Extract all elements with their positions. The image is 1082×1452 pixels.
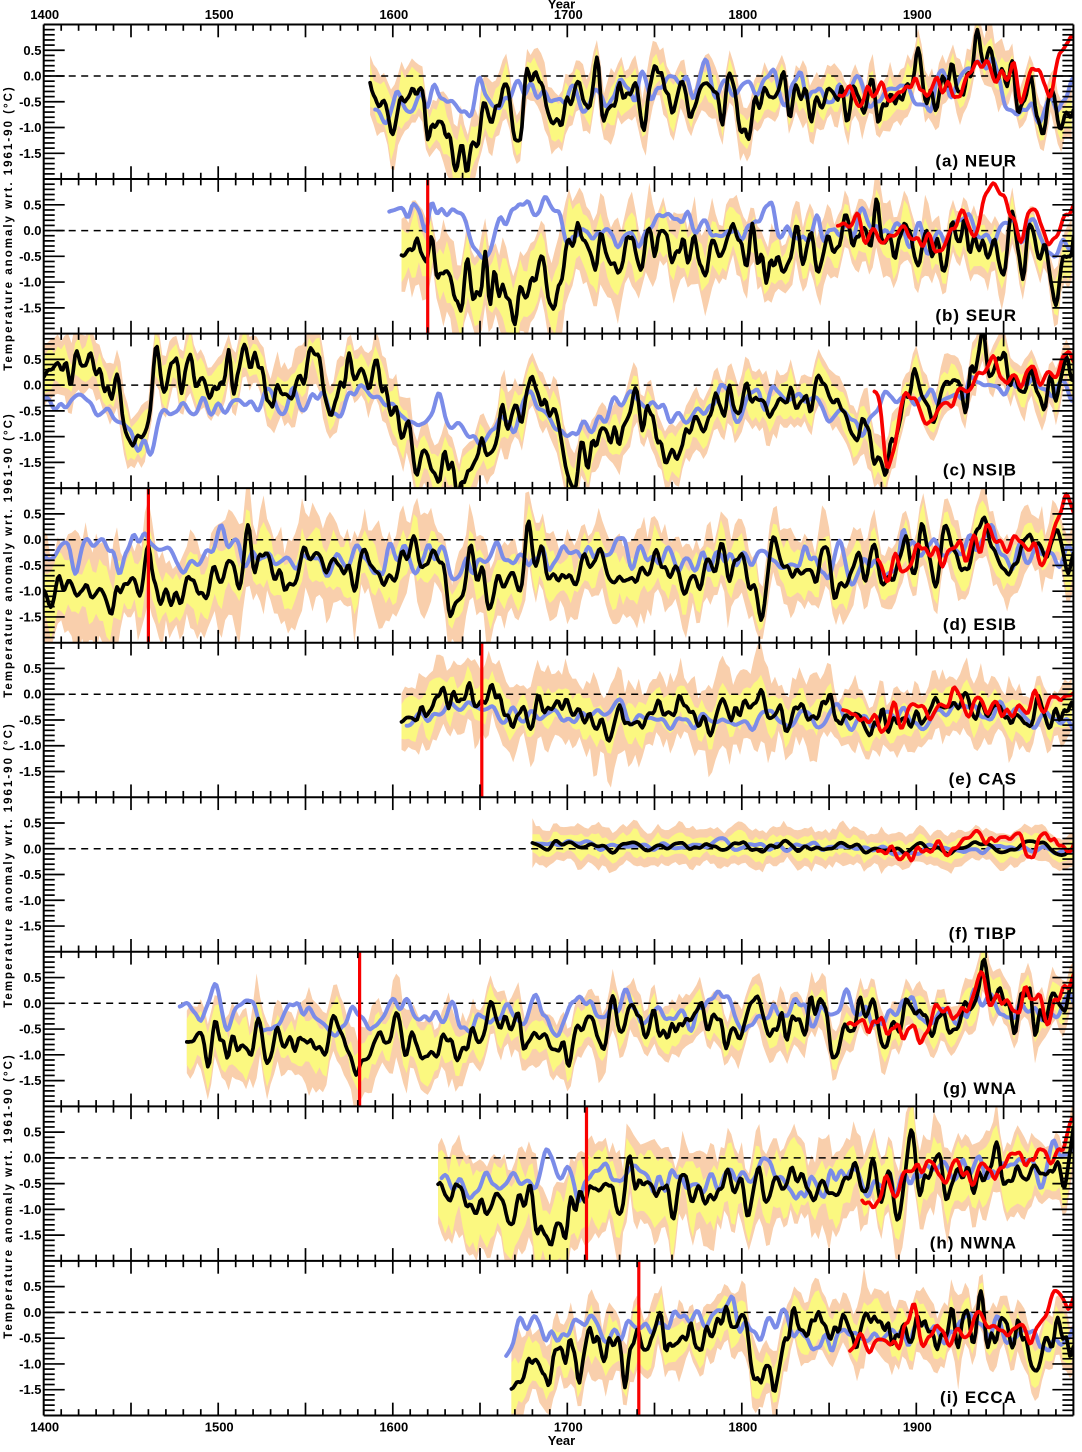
svg-text:Temperature anomaly wrt. 1961-: Temperature anomaly wrt. 1961-90 (°C) — [3, 412, 15, 697]
svg-text:-0.5: -0.5 — [19, 713, 41, 728]
svg-text:(b) SEUR: (b) SEUR — [935, 306, 1017, 325]
svg-text:-1.5: -1.5 — [19, 764, 41, 779]
svg-text:0.5: 0.5 — [23, 661, 41, 676]
svg-text:Year: Year — [548, 1433, 575, 1447]
svg-text:-1.5: -1.5 — [19, 300, 41, 315]
svg-text:1400: 1400 — [30, 7, 59, 22]
svg-text:1700: 1700 — [554, 7, 583, 22]
svg-text:0.0: 0.0 — [23, 687, 41, 702]
svg-text:(d) ESIB: (d) ESIB — [943, 615, 1017, 634]
svg-text:0.0: 0.0 — [23, 996, 41, 1011]
svg-text:-0.5: -0.5 — [19, 1176, 41, 1191]
svg-text:-1.0: -1.0 — [19, 738, 41, 753]
svg-text:-1.5: -1.5 — [19, 609, 41, 624]
svg-text:-1.0: -1.0 — [19, 1356, 41, 1371]
svg-text:0.5: 0.5 — [23, 197, 41, 212]
svg-text:-1.5: -1.5 — [19, 1382, 41, 1397]
svg-text:0.5: 0.5 — [23, 352, 41, 367]
svg-text:-0.5: -0.5 — [19, 1331, 41, 1346]
svg-text:(f) TIBP: (f) TIBP — [949, 924, 1017, 943]
svg-text:1600: 1600 — [379, 7, 408, 22]
svg-text:1900: 1900 — [903, 1420, 932, 1435]
svg-text:-0.5: -0.5 — [19, 558, 41, 573]
svg-text:-1.5: -1.5 — [19, 1228, 41, 1243]
svg-text:-1.5: -1.5 — [19, 1073, 41, 1088]
svg-text:-1.0: -1.0 — [19, 1047, 41, 1062]
svg-text:Temperature anomaly wrt. 1961-: Temperature anomaly wrt. 1961-90 (°C) — [3, 722, 15, 1007]
svg-text:1600: 1600 — [379, 1420, 408, 1435]
svg-text:-0.5: -0.5 — [19, 867, 41, 882]
svg-text:-0.5: -0.5 — [19, 249, 41, 264]
svg-text:0.5: 0.5 — [23, 816, 41, 831]
svg-text:0.5: 0.5 — [23, 43, 41, 58]
svg-text:(g) WNA: (g) WNA — [943, 1079, 1017, 1098]
svg-text:-1.0: -1.0 — [19, 275, 41, 290]
svg-text:(i) ECCA: (i) ECCA — [940, 1388, 1017, 1407]
svg-text:1800: 1800 — [728, 7, 757, 22]
svg-text:0.0: 0.0 — [23, 532, 41, 547]
svg-text:-1.0: -1.0 — [19, 429, 41, 444]
svg-text:1500: 1500 — [205, 7, 234, 22]
svg-text:-1.0: -1.0 — [19, 584, 41, 599]
svg-text:0.5: 0.5 — [23, 970, 41, 985]
svg-text:1900: 1900 — [903, 7, 932, 22]
svg-text:0.0: 0.0 — [23, 69, 41, 84]
svg-text:-0.5: -0.5 — [19, 94, 41, 109]
svg-text:0.0: 0.0 — [23, 1305, 41, 1320]
svg-text:0.0: 0.0 — [23, 841, 41, 856]
svg-text:Temperature anomaly wrt. 1961-: Temperature anomaly wrt. 1961-90 (°C) — [3, 1053, 15, 1338]
svg-text:-1.5: -1.5 — [19, 455, 41, 470]
svg-text:1500: 1500 — [205, 1420, 234, 1435]
svg-text:0.0: 0.0 — [23, 223, 41, 238]
svg-text:(e) CAS: (e) CAS — [949, 770, 1017, 789]
svg-text:Temperature anomaly wrt. 1961-: Temperature anomaly wrt. 1961-90 (°C) — [3, 85, 15, 370]
svg-text:-1.5: -1.5 — [19, 146, 41, 161]
svg-text:1400: 1400 — [30, 1420, 59, 1435]
svg-text:-1.5: -1.5 — [19, 919, 41, 934]
svg-text:0.5: 0.5 — [23, 1125, 41, 1140]
svg-text:0.5: 0.5 — [23, 1279, 41, 1294]
svg-text:Year: Year — [548, 0, 575, 12]
svg-text:0.0: 0.0 — [23, 1150, 41, 1165]
svg-text:-1.0: -1.0 — [19, 893, 41, 908]
svg-text:0.0: 0.0 — [23, 378, 41, 393]
svg-text:1700: 1700 — [554, 1420, 583, 1435]
svg-text:-0.5: -0.5 — [19, 403, 41, 418]
svg-text:1800: 1800 — [728, 1420, 757, 1435]
svg-text:(c) NSIB: (c) NSIB — [943, 461, 1017, 480]
svg-text:(h) NWNA: (h) NWNA — [930, 1233, 1017, 1252]
svg-text:0.5: 0.5 — [23, 506, 41, 521]
svg-text:-1.0: -1.0 — [19, 1202, 41, 1217]
svg-text:-0.5: -0.5 — [19, 1022, 41, 1037]
svg-text:(a) NEUR: (a) NEUR — [935, 152, 1017, 171]
svg-text:-1.0: -1.0 — [19, 120, 41, 135]
